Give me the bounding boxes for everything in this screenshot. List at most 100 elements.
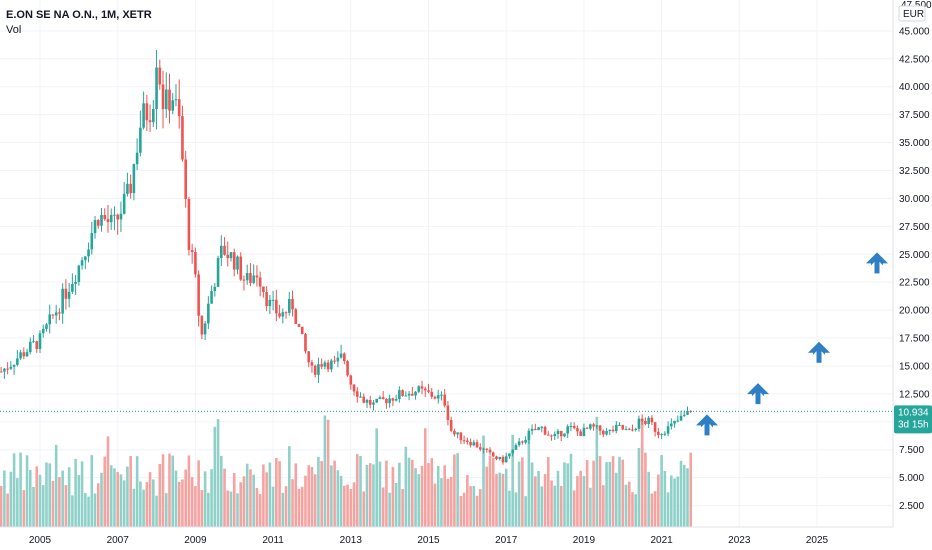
candle-body	[686, 410, 689, 415]
candle-body	[168, 89, 171, 111]
volume-bar	[589, 487, 592, 527]
candle-body	[472, 442, 476, 446]
volume-bar	[527, 431, 531, 527]
candle-body	[537, 427, 540, 431]
candle-body	[203, 323, 207, 335]
volume-bar	[660, 455, 663, 527]
candle-body	[245, 273, 249, 281]
candle-body	[207, 303, 210, 324]
candle-body	[22, 352, 26, 357]
volume-bar	[679, 460, 683, 527]
candle-body	[164, 89, 168, 110]
volume-bar	[74, 459, 77, 527]
arrow-up-icon	[747, 383, 769, 405]
volume-bar	[657, 474, 660, 527]
volume-bar	[236, 493, 239, 527]
volume-bar	[517, 461, 521, 527]
candle-body	[534, 428, 537, 431]
volume-bar	[28, 469, 32, 527]
price-tick-label: 17.500	[899, 334, 930, 345]
time-tick-label: 2025	[806, 535, 829, 546]
volume-bar	[411, 459, 414, 527]
candle-body	[346, 361, 349, 376]
candle-body	[592, 424, 595, 427]
candle-body	[453, 430, 456, 435]
volume-bar	[291, 479, 294, 527]
candle-body	[129, 183, 132, 194]
volume-bar	[207, 492, 210, 527]
candle-body	[284, 312, 288, 314]
candle-body	[634, 428, 637, 430]
volume-bar	[232, 473, 236, 527]
candle-body	[479, 447, 482, 450]
candle-body	[430, 391, 434, 397]
candle-body	[663, 433, 667, 435]
price-axis[interactable]: 2.5005.0007.50010.00012.50015.00017.5002…	[899, 26, 930, 512]
volume-bar	[326, 419, 330, 527]
candle-body	[407, 393, 411, 396]
candle-body	[621, 424, 625, 430]
volume-bar	[453, 454, 456, 527]
volume-indicator-label[interactable]: Vol	[6, 24, 22, 36]
candle-body	[304, 334, 307, 352]
volume-bar	[343, 485, 346, 527]
volume-bar	[333, 460, 336, 527]
volume-bar	[637, 447, 641, 527]
price-tick-label: 30.000	[899, 194, 930, 205]
volume-bar	[436, 465, 440, 527]
volume-bar	[362, 491, 366, 527]
volume-bar	[310, 467, 314, 527]
candle-body	[352, 384, 356, 392]
volume-bar	[485, 466, 489, 527]
candle-body	[388, 398, 391, 404]
candle-body	[543, 426, 547, 435]
volume-bar	[268, 462, 272, 527]
time-tick-label: 2005	[29, 535, 52, 546]
candle-body	[563, 433, 566, 437]
candle-body	[585, 427, 589, 429]
candle-body	[194, 251, 197, 275]
candle-body	[550, 435, 553, 437]
candle-body	[220, 245, 223, 259]
volume-bar	[35, 466, 39, 527]
volume-bar	[67, 467, 71, 527]
candle-body	[359, 396, 362, 398]
volume-bar	[602, 485, 605, 527]
candle-body	[171, 100, 175, 111]
candle-body	[64, 288, 68, 299]
volume-bar	[614, 472, 618, 527]
candle-body	[631, 429, 634, 431]
symbol-title[interactable]: E.ON SE NA O.N., 1M, XETR	[6, 9, 152, 21]
candle-body	[355, 391, 359, 397]
candle-body	[71, 283, 74, 292]
volume-bar	[569, 453, 573, 527]
candle-body	[349, 375, 353, 385]
volume-bar	[511, 434, 514, 527]
candle-body	[343, 353, 346, 362]
candle-body	[514, 445, 518, 450]
candle-body	[469, 441, 472, 446]
volume-bar	[229, 491, 233, 527]
currency-badge[interactable]	[898, 5, 926, 22]
candle-body	[385, 398, 388, 404]
volume-bar	[472, 485, 476, 527]
volume-bar	[48, 463, 52, 527]
volume-bar	[300, 486, 304, 527]
volume-bar	[398, 462, 401, 527]
candle-body	[90, 233, 94, 250]
volume-bar	[155, 495, 158, 527]
volume-bar	[427, 463, 430, 527]
candle-body	[368, 399, 372, 405]
candle-body	[650, 417, 654, 423]
candle-body	[12, 364, 16, 367]
volume-bar	[96, 483, 100, 527]
time-axis[interactable]: 2005 2007 2009 2011 2013 2015 2017 2019 2021 2023…	[29, 535, 829, 546]
candle-body	[673, 420, 676, 424]
candle-body	[644, 420, 647, 425]
volume-bar	[556, 470, 560, 527]
candle-body	[61, 288, 64, 314]
price-tick-label: 7.500	[899, 445, 924, 456]
candle-body	[618, 424, 621, 426]
volume-bar	[618, 456, 621, 527]
